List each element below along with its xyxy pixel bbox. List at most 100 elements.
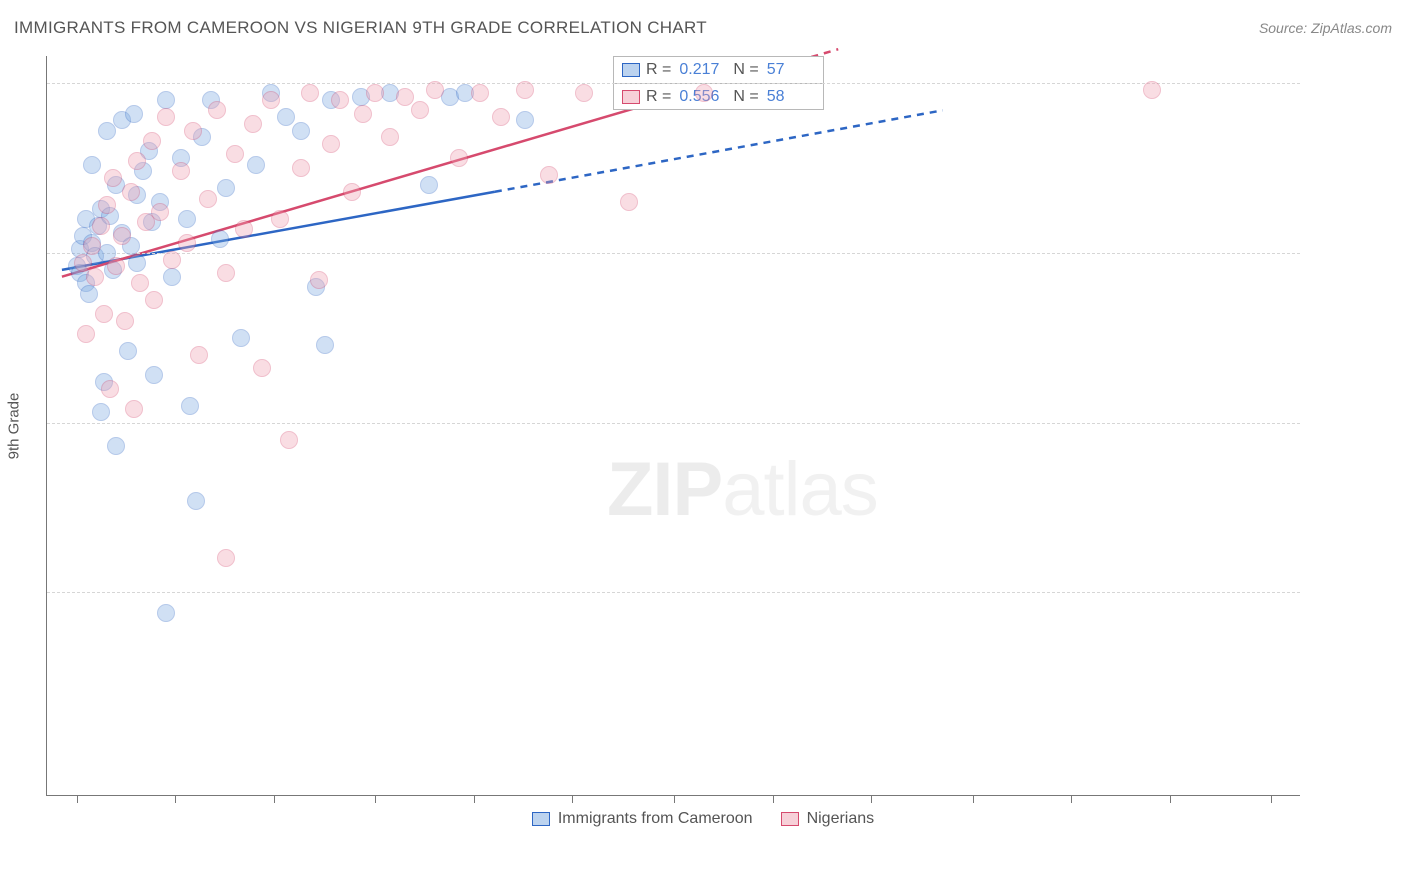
legend-r-label: R = [646,88,671,106]
scatter-point-cameroon [420,176,438,194]
legend-row-nigerian: R =0.556N =58 [614,83,823,109]
scatter-point-cameroon [247,156,265,174]
scatter-point-nigerian [184,122,202,140]
source-prefix: Source: [1259,20,1311,36]
xtick [674,795,675,803]
gridline-h [47,592,1300,593]
scatter-point-nigerian [113,227,131,245]
scatter-point-nigerian [516,81,534,99]
scatter-point-nigerian [354,105,372,123]
scatter-point-nigerian [104,169,122,187]
legend-n-label: N = [733,61,758,79]
scatter-point-cameroon [211,230,229,248]
scatter-point-nigerian [695,84,713,102]
legend-bottom-item-cameroon: Immigrants from Cameroon [532,810,753,828]
scatter-point-nigerian [145,291,163,309]
scatter-point-nigerian [151,203,169,221]
xtick [375,795,376,803]
scatter-point-cameroon [119,342,137,360]
xtick [175,795,176,803]
scatter-point-nigerian [471,84,489,102]
xtick [773,795,774,803]
legend-swatch [622,90,640,104]
scatter-point-nigerian [226,145,244,163]
scatter-point-nigerian [208,101,226,119]
scatter-point-cameroon [217,179,235,197]
scatter-point-nigerian [98,196,116,214]
scatter-point-nigerian [1143,81,1161,99]
scatter-point-nigerian [253,359,271,377]
scatter-point-nigerian [426,81,444,99]
legend-row-cameroon: R =0.217N =57 [614,57,823,83]
legend-swatch [532,812,550,826]
scatter-point-nigerian [292,159,310,177]
scatter-point-nigerian [107,257,125,275]
scatter-point-nigerian [163,251,181,269]
scatter-point-nigerian [122,183,140,201]
source-name: ZipAtlas.com [1311,20,1392,36]
trend-line [62,97,674,277]
xtick [1271,795,1272,803]
scatter-point-cameroon [92,403,110,421]
legend-bottom-label: Nigerians [807,810,875,828]
scatter-point-nigerian [540,166,558,184]
scatter-point-nigerian [217,549,235,567]
scatter-point-nigerian [343,183,361,201]
scatter-point-nigerian [92,217,110,235]
series-legend: Immigrants from Cameroon Nigerians [0,810,1406,828]
scatter-point-nigerian [331,91,349,109]
scatter-point-nigerian [101,380,119,398]
scatter-point-nigerian [280,431,298,449]
scatter-point-nigerian [125,400,143,418]
legend-r-value: 0.217 [679,61,727,79]
scatter-point-cameroon [292,122,310,140]
scatter-point-nigerian [575,84,593,102]
scatter-point-cameroon [157,604,175,622]
legend-n-label: N = [733,88,758,106]
scatter-point-nigerian [244,115,262,133]
legend-swatch [622,63,640,77]
scatter-point-nigerian [95,305,113,323]
scatter-point-cameroon [516,111,534,129]
scatter-point-nigerian [235,220,253,238]
scatter-point-cameroon [178,210,196,228]
xtick [871,795,872,803]
gridline-h [47,423,1300,424]
scatter-point-nigerian [131,274,149,292]
scatter-point-cameroon [187,492,205,510]
scatter-point-nigerian [77,325,95,343]
legend-r-label: R = [646,61,671,79]
scatter-point-nigerian [381,128,399,146]
watermark: ZIPatlas [607,446,878,533]
xtick [77,795,78,803]
legend-swatch [781,812,799,826]
scatter-plot-area: ZIPatlas R =0.217N =57R =0.556N =58 [46,56,1300,796]
chart-title: IMMIGRANTS FROM CAMEROON VS NIGERIAN 9TH… [14,18,707,38]
xtick [1071,795,1072,803]
scatter-point-nigerian [366,84,384,102]
scatter-point-nigerian [199,190,217,208]
scatter-point-cameroon [316,336,334,354]
scatter-point-nigerian [620,193,638,211]
scatter-point-nigerian [116,312,134,330]
scatter-point-nigerian [86,268,104,286]
legend-bottom-label: Immigrants from Cameroon [558,810,753,828]
y-axis-label: 9th Grade [6,393,23,460]
scatter-point-cameroon [232,329,250,347]
scatter-point-cameroon [145,366,163,384]
scatter-point-nigerian [322,135,340,153]
trend-lines-layer [47,56,1300,795]
scatter-point-cameroon [128,254,146,272]
xtick [973,795,974,803]
scatter-point-cameroon [181,397,199,415]
scatter-point-cameroon [107,437,125,455]
scatter-point-nigerian [492,108,510,126]
scatter-point-nigerian [396,88,414,106]
watermark-atlas: atlas [722,447,878,532]
scatter-point-nigerian [271,210,289,228]
scatter-point-cameroon [157,91,175,109]
scatter-point-cameroon [163,268,181,286]
scatter-point-nigerian [178,234,196,252]
scatter-point-nigerian [301,84,319,102]
scatter-point-cameroon [83,156,101,174]
